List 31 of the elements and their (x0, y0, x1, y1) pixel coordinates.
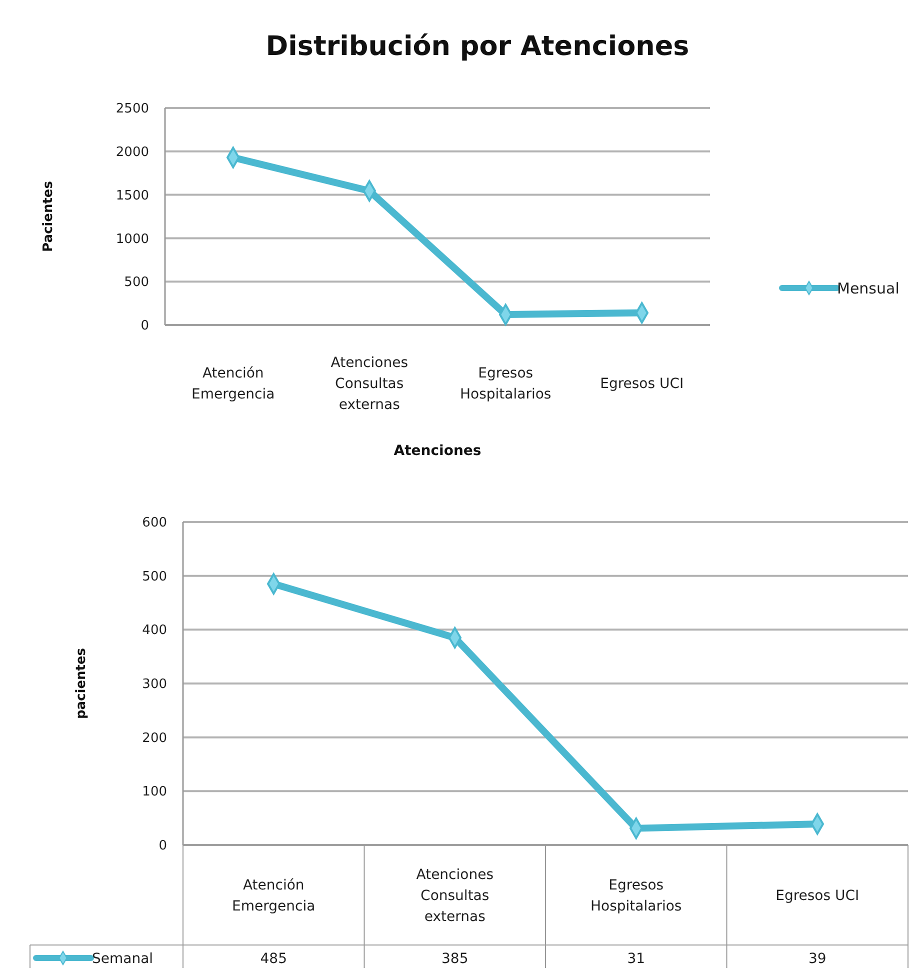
x-tick-label: Egresos Hospitalarios (460, 365, 552, 402)
y-tick-label: 600 (142, 516, 167, 531)
y-tick-label: 0 (140, 318, 149, 334)
y-tick-label: 400 (142, 623, 167, 638)
chart-title: Distribución por Atenciones (266, 31, 690, 62)
y-tick-label: 300 (142, 677, 167, 692)
y-tick-label: 1500 (116, 188, 149, 204)
data-label: 385 (442, 950, 468, 967)
data-label: 31 (627, 950, 646, 967)
x-tick-label: Egresos UCI (776, 888, 860, 904)
y-tick-label: 2500 (116, 102, 149, 117)
y-tick-label: 1000 (116, 232, 149, 247)
y-tick-label: 500 (124, 275, 149, 290)
x-tick-label: Atención Emergencia (232, 877, 316, 914)
legend-label: Semanal (92, 950, 154, 967)
x-tick-label: Egresos Hospitalarios (590, 877, 682, 914)
data-label: 39 (808, 950, 826, 967)
x-tick-label: Atenciones Consultas externas (330, 354, 408, 413)
x-tick-label: Atenciones Consultas externas (416, 866, 494, 925)
y-tick-label: 0 (158, 838, 167, 854)
x-tick-label: Atención Emergencia (192, 365, 275, 402)
x-axis-title: Atenciones (394, 443, 482, 459)
y-tick-label: 2000 (116, 144, 149, 160)
y-axis-title: Pacientes (41, 180, 56, 252)
y-tick-label: 500 (142, 569, 167, 584)
data-label: 485 (260, 950, 287, 967)
y-tick-label: 100 (142, 784, 167, 800)
y-tick-label: 200 (142, 730, 167, 746)
legend-label: Mensual (837, 279, 900, 298)
x-tick-label: Egresos UCI (600, 376, 684, 392)
y-axis-title: pacientes (74, 648, 89, 720)
